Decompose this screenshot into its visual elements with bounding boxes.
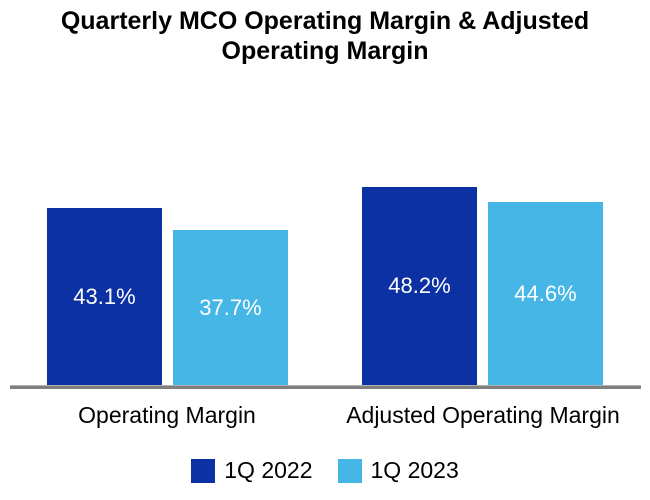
legend-item-1q-2022: 1Q 2022 (191, 457, 313, 484)
category-label-operating-margin: Operating Margin (78, 402, 256, 428)
legend-swatch-1q-2022 (191, 458, 216, 483)
bar-1q-2022-group-0: 43.1% (47, 208, 162, 385)
x-axis-line (10, 385, 641, 389)
bar-value-label: 44.6% (514, 280, 577, 306)
bar-value-label: 37.7% (199, 294, 262, 320)
bar-1q-2022-group-1: 48.2% (362, 187, 477, 385)
legend: 1Q 2022 1Q 2023 (0, 457, 650, 484)
legend-item-1q-2023: 1Q 2023 (337, 457, 459, 484)
chart-title: Quarterly MCO Operating Margin & Adjuste… (60, 7, 590, 65)
category-label-adjusted-operating-margin: Adjusted Operating Margin (346, 402, 620, 428)
bar-value-label: 43.1% (73, 283, 136, 309)
bar-1q-2023-group-0: 37.7% (173, 230, 288, 385)
legend-label-1q-2023: 1Q 2023 (370, 457, 459, 483)
bar-value-label: 48.2% (388, 273, 451, 298)
legend-label-1q-2022: 1Q 2022 (224, 457, 313, 483)
bar-1q-2023-group-1: 44.6% (488, 202, 603, 385)
legend-swatch-1q-2023 (337, 458, 362, 483)
